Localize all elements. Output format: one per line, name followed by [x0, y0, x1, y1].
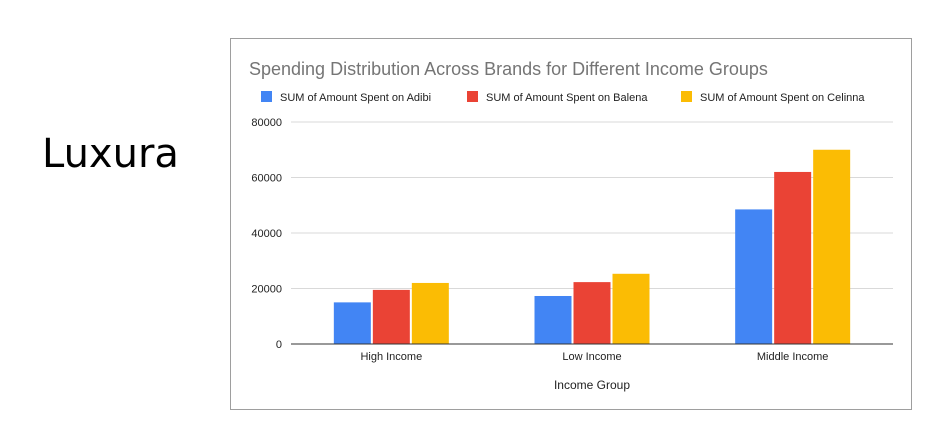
- x-axis-title: Income Group: [554, 378, 630, 392]
- bar-2-2: [573, 282, 611, 344]
- chart-title: Spending Distribution Across Brands for …: [249, 59, 768, 79]
- y-tick-label: 20000: [251, 284, 282, 296]
- bar-2-1: [372, 289, 410, 344]
- y-tick-label: 60000: [251, 173, 282, 185]
- bar-1-2: [534, 295, 572, 344]
- legend: SUM of Amount Spent on Adibi SUM of Amoun…: [261, 91, 865, 104]
- chart-svg: Spending Distribution Across Brands for …: [249, 59, 893, 392]
- legend-swatch-2: [467, 91, 478, 102]
- legend-label-2: SUM of Amount Spent on Balena: [486, 92, 648, 104]
- bar-3-2: [612, 273, 650, 344]
- chart-container: Spending Distribution Across Brands for …: [230, 38, 912, 410]
- legend-swatch-1: [261, 91, 272, 102]
- x-axis-ticks: High Income Low Income Middle Income: [360, 351, 828, 363]
- y-axis-ticks: 0 20000 40000 60000 80000: [251, 117, 282, 351]
- bar-1-3: [735, 209, 773, 344]
- bar-3-1: [411, 282, 449, 344]
- x-tick-label: High Income: [360, 351, 422, 363]
- bar-2-3: [774, 171, 812, 344]
- x-tick-label: Low Income: [562, 351, 621, 363]
- bars: [333, 149, 851, 344]
- bar-3-3: [813, 149, 851, 344]
- legend-label-1: SUM of Amount Spent on Adibi: [280, 92, 431, 104]
- y-tick-label: 80000: [251, 117, 282, 129]
- legend-label-3: SUM of Amount Spent on Celinna: [700, 92, 865, 104]
- y-tick-label: 0: [276, 339, 282, 351]
- y-tick-label: 40000: [251, 228, 282, 240]
- x-tick-label: Middle Income: [757, 351, 829, 363]
- legend-swatch-3: [681, 91, 692, 102]
- bar-1-1: [333, 302, 371, 344]
- brand-title: Luxura: [42, 131, 179, 177]
